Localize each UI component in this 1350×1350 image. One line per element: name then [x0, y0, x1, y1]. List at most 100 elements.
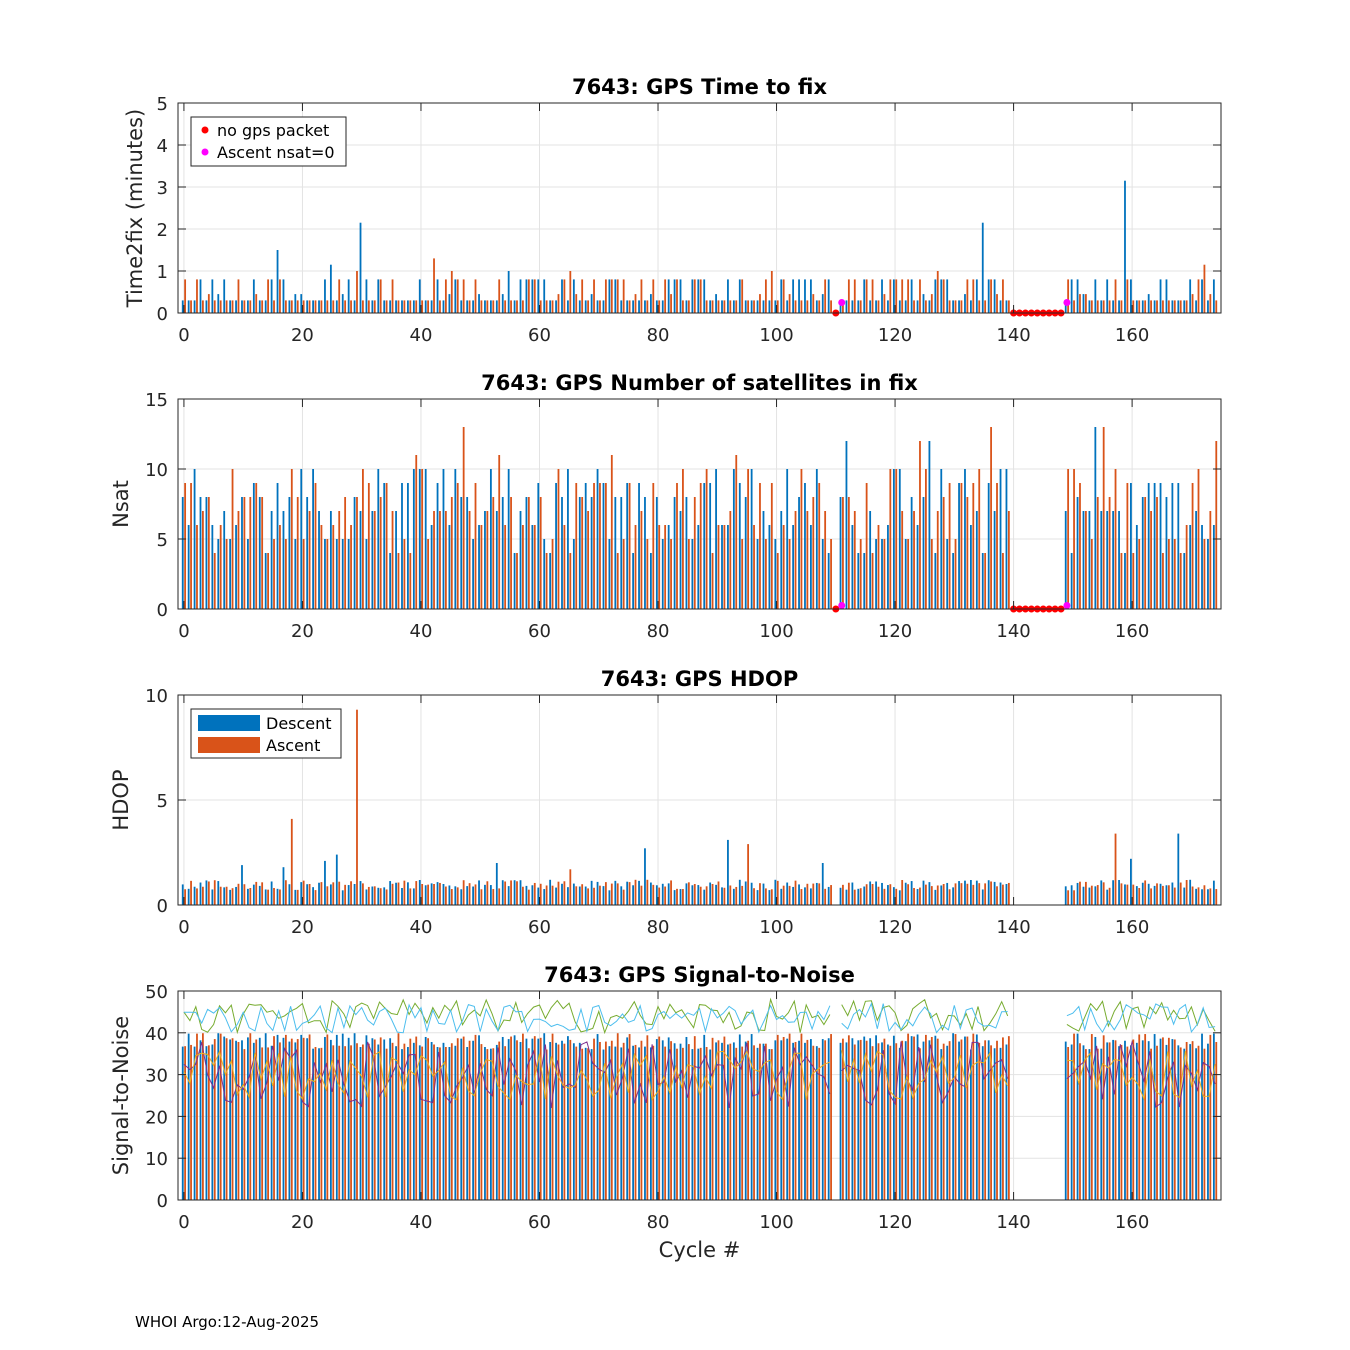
bar-ascent	[646, 539, 649, 609]
bar-descent	[365, 1035, 368, 1200]
bar-ascent	[545, 300, 548, 313]
bar-descent	[845, 441, 848, 609]
bar-ascent	[373, 511, 376, 609]
bar-descent	[507, 1039, 510, 1200]
bar-ascent	[533, 525, 536, 609]
bar-descent	[1130, 1045, 1132, 1200]
x-axis-label: Cycle #	[659, 1238, 741, 1262]
bar-descent	[460, 1038, 463, 1200]
bar-descent	[466, 886, 469, 905]
bar-descent	[407, 483, 409, 609]
bar-descent	[738, 1034, 741, 1200]
bar-ascent	[522, 300, 524, 313]
bar-ascent	[705, 886, 708, 905]
bar-descent	[300, 1034, 303, 1200]
bar-ascent	[575, 483, 578, 609]
bar-descent	[329, 264, 332, 313]
bar-ascent	[1073, 890, 1075, 905]
bar-ascent	[610, 455, 613, 609]
bar-descent	[507, 469, 510, 609]
y-tick-label: 1	[157, 262, 168, 283]
bar-descent	[620, 300, 623, 313]
bar-ascent	[427, 1038, 429, 1200]
bar-descent	[282, 511, 285, 609]
bar-ascent	[658, 300, 661, 313]
bar-ascent	[664, 1046, 667, 1200]
bar-descent	[620, 1047, 623, 1200]
bar-ascent	[1007, 882, 1010, 905]
bar-descent	[424, 885, 427, 905]
bar-descent	[792, 886, 795, 905]
bar-ascent	[930, 294, 933, 313]
bar-descent	[1082, 886, 1085, 905]
bar-ascent	[279, 1042, 281, 1200]
bar-ascent	[462, 279, 465, 313]
bar-ascent	[735, 455, 738, 609]
bar-descent	[857, 1040, 860, 1200]
bar-ascent	[533, 882, 536, 905]
bar-descent	[738, 279, 741, 313]
bar-ascent	[593, 483, 595, 609]
bar-ascent	[397, 553, 400, 609]
bar-descent	[507, 886, 510, 905]
bar-ascent	[936, 1038, 939, 1200]
bar-ascent	[498, 279, 501, 313]
y-tick-label: 10	[145, 686, 168, 707]
bar-descent	[649, 1047, 652, 1200]
bar-ascent	[1162, 300, 1164, 313]
bar-descent	[709, 882, 712, 905]
bar-ascent	[290, 300, 293, 313]
bar-descent	[1141, 882, 1144, 905]
bar-ascent	[1090, 885, 1093, 905]
bar-descent	[987, 880, 990, 905]
bar-ascent	[984, 300, 987, 313]
bar-descent	[626, 300, 629, 313]
x-tick-label: 100	[759, 1212, 793, 1233]
bar-descent	[294, 1042, 297, 1200]
bar-descent	[282, 279, 285, 313]
bar-ascent	[747, 469, 750, 609]
bar-ascent	[1138, 1034, 1141, 1200]
bar-ascent	[492, 497, 495, 609]
bar-descent	[1177, 1045, 1180, 1200]
bar-ascent	[936, 511, 939, 609]
y-tick-label: 0	[157, 600, 168, 621]
bar-descent	[596, 300, 599, 313]
bar-ascent	[806, 1039, 809, 1200]
bar-descent	[365, 889, 368, 905]
bar-descent	[1100, 880, 1103, 905]
bar-descent	[981, 1046, 984, 1200]
bar-ascent	[919, 279, 921, 313]
bar-ascent	[877, 886, 880, 905]
bar-ascent	[770, 483, 773, 609]
bar-ascent	[1167, 300, 1170, 313]
bar-ascent	[1179, 553, 1182, 609]
bar-ascent	[308, 884, 311, 905]
bar-ascent	[972, 279, 975, 313]
bar-ascent	[326, 886, 329, 905]
bar-descent	[407, 1047, 409, 1200]
bar-descent	[359, 1047, 362, 1200]
bar-ascent	[924, 884, 927, 905]
legend-label: Descent	[266, 714, 332, 733]
bar-descent	[964, 1036, 966, 1200]
bar-descent	[815, 882, 818, 905]
bar-ascent	[1209, 888, 1212, 905]
bar-ascent	[196, 1033, 198, 1200]
x-tick-label: 20	[291, 325, 314, 346]
bar-ascent	[788, 539, 791, 609]
bar-descent	[661, 539, 664, 609]
bar-descent	[412, 469, 415, 609]
bar-ascent	[634, 1044, 637, 1200]
bar-descent	[928, 882, 931, 905]
bar-descent	[235, 886, 237, 905]
bar-ascent	[936, 885, 939, 905]
bar-ascent	[1126, 483, 1129, 609]
bar-descent	[229, 539, 232, 609]
bar-ascent	[296, 300, 299, 313]
bar-descent	[525, 1038, 528, 1200]
bar-ascent	[919, 1048, 921, 1200]
bar-descent	[1147, 1041, 1150, 1200]
x-tick-label: 0	[178, 917, 189, 938]
bar-descent	[887, 525, 889, 609]
